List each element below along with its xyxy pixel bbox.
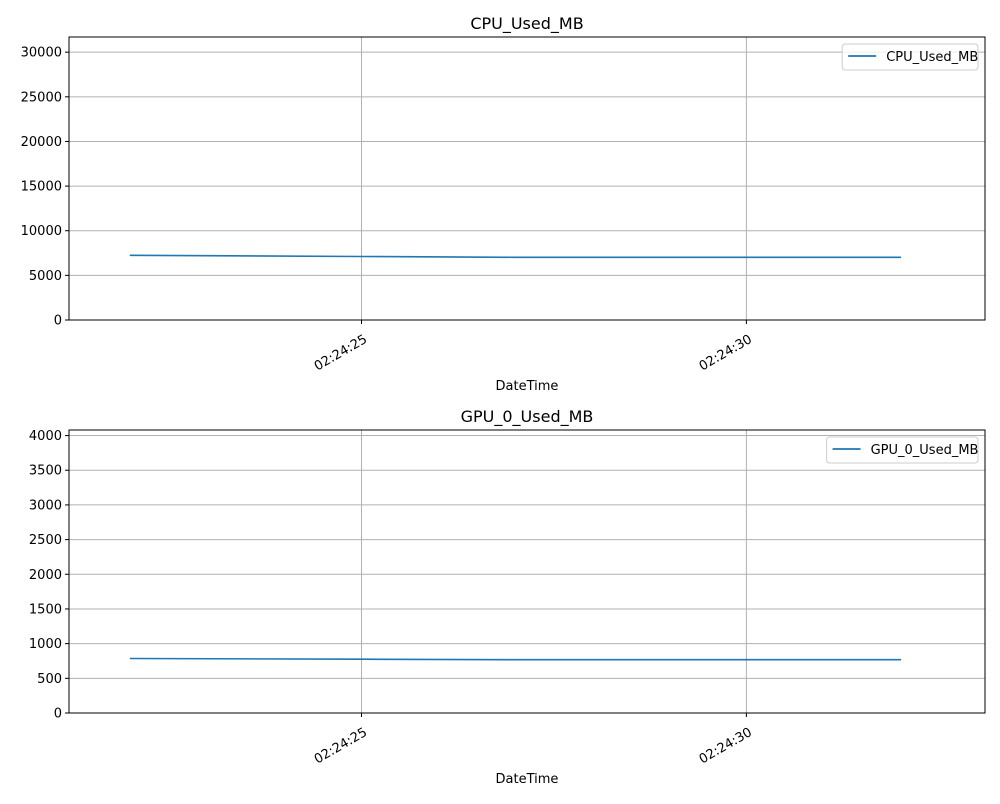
- x-axis-label: DateTime: [496, 379, 559, 394]
- chart-2: GPU_0_Used_MB 0 500 1000 1500 2000 2500 3000 350…: [29, 407, 986, 787]
- axes-frame: [68, 36, 986, 321]
- legend-label: CPU_Used_MB: [886, 50, 978, 65]
- series-line: [129, 657, 902, 661]
- y-tick-label: 0: [54, 707, 62, 722]
- y-tick-label: 3500: [29, 464, 62, 479]
- y-tick-label: 2500: [29, 533, 62, 548]
- axes-frame: [68, 429, 986, 714]
- y-tick-label: 30000: [21, 46, 62, 61]
- y-tick-label: 10000: [21, 224, 62, 239]
- y-tick-label: 2000: [29, 568, 62, 583]
- y-tick-label: 25000: [21, 90, 62, 105]
- y-tick-label: 500: [37, 672, 62, 687]
- x-tick-label: 02:24:30: [697, 725, 755, 767]
- y-tick-label: 5000: [29, 269, 62, 284]
- chart-1: CPU_Used_MB 0 5000 10000 15000 20000 25000 3000…: [21, 14, 986, 394]
- x-tick-label: 02:24:30: [697, 332, 755, 374]
- y-tick-label: 3000: [29, 498, 62, 513]
- y-tick-label: 4000: [29, 429, 62, 444]
- legend: GPU_0_Used_MB: [826, 436, 979, 464]
- legend-label: GPU_0_Used_MB: [871, 443, 979, 458]
- x-axis-label: DateTime: [496, 772, 559, 787]
- y-tick-label: 20000: [21, 135, 62, 150]
- legend-box: [826, 436, 979, 464]
- y-tick-label: 1000: [29, 637, 62, 652]
- legend: CPU_Used_MB: [841, 43, 979, 71]
- y-tick-label: 15000: [21, 180, 62, 195]
- series-line: [129, 254, 902, 259]
- x-tick-label: 02:24:25: [312, 332, 370, 374]
- chart-title: GPU_0_Used_MB: [461, 407, 594, 427]
- y-tick-label: 0: [54, 314, 62, 329]
- y-tick-label: 1500: [29, 602, 62, 617]
- x-tick-label: 02:24:25: [312, 725, 370, 767]
- chart-title: CPU_Used_MB: [470, 14, 583, 34]
- legend-box: [841, 43, 979, 71]
